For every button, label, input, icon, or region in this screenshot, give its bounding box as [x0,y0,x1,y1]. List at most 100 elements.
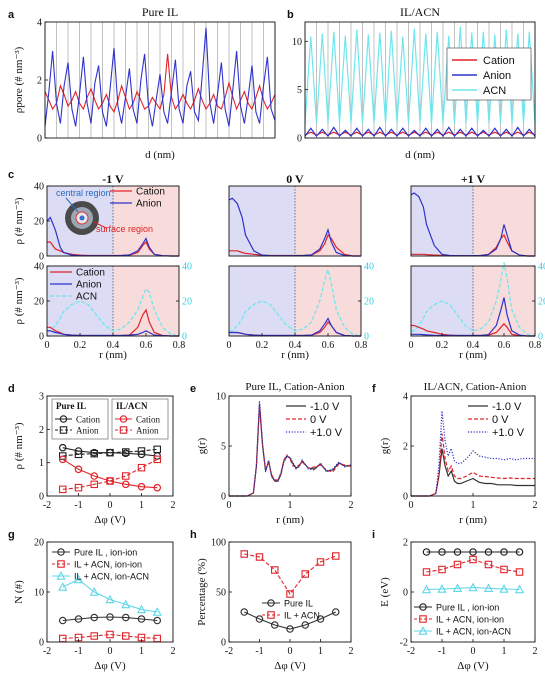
panel-g: 0 10 20 -2 -1 0 1 2 g Δφ (V) N (#) Pure IL , ion-io… [8,529,176,672]
data-point [270,566,279,574]
column-title: -1 V [102,172,124,186]
data-point [106,613,114,621]
legend-label: Anion [136,199,162,210]
data-point [301,570,309,578]
surface-region-shade [473,186,535,256]
y-tick-label: 0 [39,492,44,503]
data-point [121,480,130,489]
axes-frame-a [44,21,276,139]
data-point [255,553,264,561]
data-point [453,548,462,556]
y-axis-label: N (#) [13,580,25,604]
x-tick-label: 0.8 [355,340,368,351]
data-point [153,445,162,454]
data-point [422,548,431,556]
panel-title: Pure IL [142,5,178,19]
panel-label: i [372,529,375,541]
right-y-tick-label: 20 [364,297,374,308]
y-axis-label: ρ (# nm⁻³) [13,197,25,244]
y-tick-label: 20 [34,538,44,549]
panel-a: 0 2 4 a Pure IL d (nm) ρpore (# nm⁻³) [8,5,276,161]
y-tick-label: 100 [211,538,226,549]
series-line-cation [44,53,276,114]
x-tick-label: 0.6 [498,340,511,351]
data-point [106,630,114,639]
data-point [331,552,340,560]
data-point [484,560,493,569]
x-tick-label: 0.8 [173,340,186,351]
surface-region-shade [295,266,361,336]
legend-label: +1.0 V [310,427,343,439]
legend-label: -1.0 V [492,401,522,413]
x-tick-label: -1 [74,500,82,511]
panel-title: Pure IL, Cation-Anion [245,381,345,393]
legend-label: IL + ACN, ion-ACN [436,627,511,637]
y-tick-label: 20 [34,297,44,308]
data-point [331,608,340,616]
legend-label: 0 V [492,414,509,426]
data-point [137,482,146,491]
axes-frame-c-top [46,185,180,257]
legend-label: IL + ACN, ion-ACN [74,572,149,582]
x-axis-label: r (nm) [99,349,127,361]
y-axis-label: E (eV) [379,577,391,607]
x-tick-label: 2 [349,500,354,511]
x-tick-label: 0 [227,500,232,511]
y-tick-label: 40 [34,182,44,193]
series-line-1 [426,558,520,573]
x-tick-label: 2 [349,646,354,657]
y-tick-label: -2 [400,638,408,649]
series-line-0 [229,403,351,497]
surface-region-shade [113,266,179,336]
legend-label: Anion [136,426,159,436]
x-tick-label: 0.4 [467,340,480,351]
data-point [121,599,131,609]
series-line-acn [411,262,536,337]
data-point [58,452,67,460]
legend-label: Pure IL [284,599,313,609]
x-tick-label: 0 [108,500,113,511]
y-tick-label: 10 [292,37,302,48]
axes-frame-c-bottom [228,265,362,337]
x-axis-label: r (nm) [281,349,309,361]
x-tick-label: 1 [139,646,144,657]
data-point [255,615,264,623]
data-point [316,615,325,623]
panel-label: h [190,529,197,541]
axes-frame-h [228,541,352,643]
legend-marker [419,603,427,611]
right-y-tick-label: 40 [182,262,192,273]
data-point [90,472,99,480]
data-point [58,443,67,452]
x-tick-label: 0 [288,646,293,657]
x-tick-label: -2 [43,500,51,511]
legend-title: Pure IL [56,401,86,411]
panel-title: IL/ACN [400,5,440,19]
x-tick-label: 2 [171,646,176,657]
x-tick-label: 0.4 [289,340,302,351]
legend-label: Anion [76,426,99,436]
series-line-1 [244,553,337,595]
right-y-tick-label: 20 [538,297,545,308]
y-tick-label: 4 [403,392,408,403]
series-line-1 [411,433,535,497]
legend-marker [119,415,128,423]
legend-label: IL + ACN, ion-ion [436,615,504,625]
y-tick-label: 50 [216,588,226,599]
x-tick-label: 0.4 [107,340,120,351]
panel-label: e [190,383,196,395]
data-point [438,565,446,574]
panel-f: 0 2 4 0 1 2 f IL/ACN, Cation-Anion r (nm) g(r) -1.… [372,381,538,526]
data-point [437,584,447,593]
data-point [153,455,162,464]
legend-label: Anion [76,280,102,291]
data-point [90,613,99,622]
central-region-shade [411,186,473,256]
data-point [515,548,524,556]
axes-frame-c-bottom [46,265,180,337]
pore-illustration-center [79,215,85,221]
data-point [90,632,99,640]
legend-label: +1.0 V [492,427,525,439]
axes-frame-i [410,541,536,643]
x-axis-label: r (nm) [276,514,304,526]
